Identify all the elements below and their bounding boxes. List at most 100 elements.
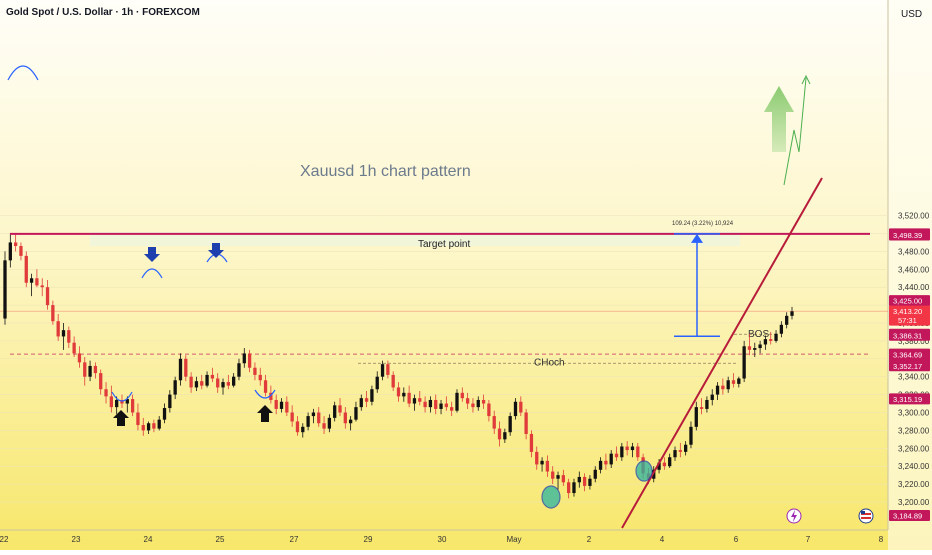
price-tag: 3,498.39 — [889, 229, 930, 241]
us-flag-canton — [861, 511, 865, 514]
candle-body — [338, 405, 342, 413]
bottom-arc-marker — [254, 389, 276, 399]
measure-label: 109.24 (3.22%) 10,924 — [672, 221, 734, 227]
price-tag-box — [889, 329, 930, 341]
measure-arrow-head — [691, 233, 703, 243]
y-tick-label: 3,520.00 — [898, 212, 930, 221]
candle-body — [412, 398, 417, 404]
candle-body — [481, 399, 486, 404]
candle-body — [694, 407, 698, 427]
candle-body — [380, 364, 385, 377]
candle-body — [439, 403, 443, 409]
candle-body — [689, 426, 693, 445]
candle-body — [285, 401, 289, 413]
candle-body — [726, 380, 730, 390]
us-flag-stripes — [861, 513, 871, 515]
price-tag-box — [889, 295, 930, 307]
us-flag-stripes — [861, 517, 871, 519]
x-tick-label: 24 — [144, 535, 153, 544]
price-tag-box — [889, 360, 930, 372]
candle-body — [56, 321, 60, 337]
x-tick-label: 7 — [806, 535, 811, 544]
currency-label: USD — [901, 9, 922, 20]
candle-body — [311, 412, 316, 417]
candle-body — [184, 358, 188, 377]
candle-body — [93, 365, 98, 374]
candle-body — [753, 348, 757, 350]
candle-body — [301, 426, 305, 433]
candle-body — [636, 446, 640, 458]
x-tick-label: 6 — [734, 535, 739, 544]
candles — [3, 233, 794, 499]
candle-body — [354, 407, 358, 420]
candle-body — [72, 342, 76, 354]
price-tag: 3,425.00 — [889, 295, 930, 307]
candle-body — [785, 315, 789, 325]
candle-body — [396, 387, 401, 397]
candle-body — [684, 444, 688, 452]
candle-body — [721, 385, 725, 390]
y-tick-label: 3,300.00 — [898, 409, 930, 418]
candle-body — [120, 399, 124, 404]
candle-body — [604, 460, 608, 465]
candle-body — [317, 412, 321, 424]
candle-body — [173, 380, 177, 395]
pattern-title: Xauusd 1h chart pattern — [300, 163, 471, 180]
candle-body — [769, 339, 773, 341]
candle-body — [386, 364, 390, 375]
top-arc-marker — [7, 65, 39, 81]
candle-body — [189, 376, 193, 388]
price-tag-label: 3,386.31 — [893, 331, 922, 340]
price-tag-box — [889, 393, 930, 405]
candle-body — [625, 446, 629, 451]
y-tick-label: 3,280.00 — [898, 426, 930, 435]
candle-body — [582, 476, 587, 486]
candle-body — [258, 374, 262, 381]
candle-body — [247, 353, 252, 368]
candle-body — [503, 432, 507, 440]
candle-body — [497, 428, 502, 440]
candle-body — [322, 423, 326, 429]
candle-body — [588, 478, 592, 486]
candle-body — [598, 460, 603, 470]
candle-body — [678, 450, 682, 452]
candle-body — [24, 255, 28, 283]
candle-body — [705, 399, 709, 409]
candle-body — [295, 421, 300, 433]
candle-body — [567, 482, 571, 494]
candle-body — [657, 462, 661, 470]
candle-body — [460, 392, 464, 399]
candle-body — [492, 416, 496, 429]
candle-body — [779, 324, 784, 334]
down-arrow-icon — [144, 247, 160, 262]
candle-body — [130, 399, 135, 413]
y-tick-label: 3,220.00 — [898, 480, 930, 489]
price-tag-label: 3,184.89 — [893, 512, 922, 521]
y-tick-label: 3,480.00 — [898, 247, 930, 256]
candle-body — [513, 401, 518, 417]
x-tick-label: 22 — [0, 535, 9, 544]
candle-body — [269, 392, 273, 400]
event-icons — [786, 508, 874, 524]
x-tick-label: 2 — [587, 535, 592, 544]
candle-body — [40, 285, 44, 288]
candle-body — [162, 408, 167, 420]
candle-body — [593, 469, 597, 479]
candle-body — [774, 333, 778, 341]
candle-body — [699, 407, 704, 409]
candle-body — [125, 399, 129, 404]
candle-body — [216, 378, 220, 388]
down-arrow-icon — [208, 243, 224, 258]
y-tick-label: 3,240.00 — [898, 462, 930, 471]
candle-body — [152, 423, 156, 429]
candle-body — [359, 398, 363, 408]
price-tag: 3,364.69 — [889, 349, 930, 361]
price-tag-box — [889, 349, 930, 361]
candle-body — [465, 398, 470, 404]
candle-body — [545, 460, 550, 472]
x-tick-label: 29 — [364, 535, 373, 544]
candle-body — [450, 407, 454, 411]
candle-body — [668, 457, 672, 467]
